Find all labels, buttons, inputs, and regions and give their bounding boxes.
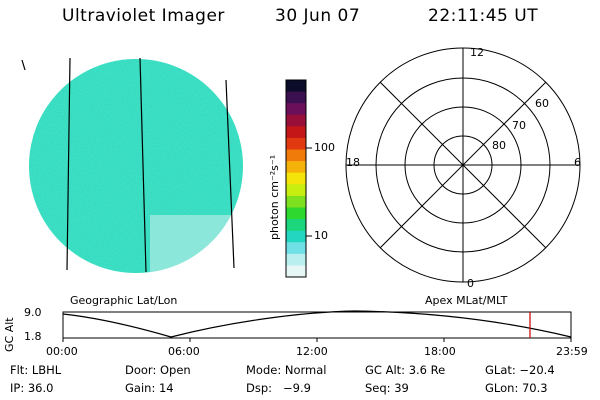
time-label: 22:11:45 UT [428,6,539,26]
altitude-xtick: 18:00 [424,345,456,358]
info-mode: Mode: Normal [246,363,327,377]
colorbar-band [286,219,306,232]
altitude-xtick: 00:00 [46,345,78,358]
colorbar [286,80,306,278]
lat-label-60: 60 [535,97,549,110]
colorbar-band [286,195,306,208]
colorbar-band [286,242,306,255]
colorbar-label: photon cm⁻²s⁻¹ [268,155,281,240]
info-gc-alt: GC Alt: 3.6 Re [365,363,446,377]
date-label: 30 Jun 07 [275,6,361,26]
lat-label-70: 70 [512,119,526,132]
lat-label-80: 80 [492,139,506,152]
altitude-frame [62,311,572,339]
colorbar-band [286,80,306,93]
info-ip: IP: 36.0 [10,381,54,395]
info-glon: GLon: 70.3 [485,381,548,395]
colorbar-band [286,184,306,197]
app-title: Ultraviolet Imager [62,6,225,26]
altitude-ytick: 1.8 [24,330,42,343]
polar-diagonal [379,81,547,249]
colorbar-band [286,161,306,174]
altitude-curve [62,310,572,338]
polar-plot [345,47,581,283]
colorbar-band [286,172,306,185]
colorbar-band [286,230,306,243]
colorbar-band [286,126,306,139]
colorbar-band [286,103,306,116]
colorbar-band [286,253,306,266]
geographic-subtitle: Geographic Lat/Lon [70,294,178,307]
info-dsp: Dsp: −9.9 [246,381,311,395]
altitude-ylabel: GC Alt [3,317,16,352]
info-gain: Gain: 14 [125,381,174,395]
info-flt: Flt: LBHL [10,363,62,377]
colorbar-band [286,207,306,220]
altitude-xtick: 23:59 [556,345,588,358]
meridian-line [21,59,26,71]
colorbar-frame [285,79,307,278]
info-door: Door: Open [125,363,191,377]
colorbar-band [286,91,306,104]
mlt-label-top: 12 [470,46,484,59]
colorbar-tick-label: 10 [314,229,328,242]
meridian-line [225,79,235,269]
image-faint-region [150,215,243,273]
colorbar-tick-label: 100 [314,141,335,154]
altitude-plot [62,310,572,342]
altitude-ytick: 9.0 [24,306,42,319]
apex-subtitle: Apex MLat/MLT [425,294,508,307]
colorbar-band [286,265,306,278]
info-seq: Seq: 39 [365,381,409,395]
colorbar-band [286,149,306,162]
mlt-label-left: 18 [346,156,360,169]
info-glat: GLat: −20.4 [485,363,555,377]
geographic-image [21,57,243,273]
colorbar-band [286,137,306,151]
mlt-label-right: 6 [574,156,581,169]
altitude-xtick: 12:00 [296,345,328,358]
meridian-line [66,57,71,271]
altitude-xtick: 06:00 [168,345,200,358]
colorbar-band [286,114,306,127]
mlt-label-bottom: 0 [467,277,474,290]
meridian-line [139,57,147,273]
